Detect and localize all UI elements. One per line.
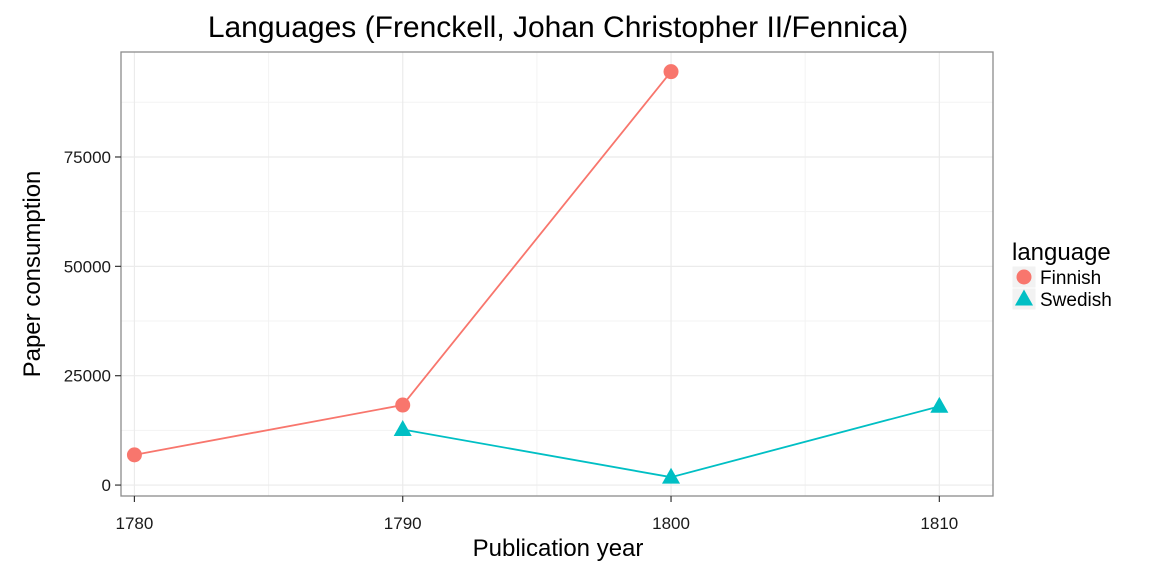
legend-symbol-finnish — [1016, 269, 1032, 285]
x-axis: 1780 1790 1800 1810 — [116, 496, 958, 533]
y-axis: 0 25000 50000 75000 — [64, 148, 121, 495]
grid-major — [121, 52, 993, 496]
data-point-swedish — [662, 467, 681, 484]
x-tick-label: 1790 — [384, 514, 422, 533]
legend-item-finnish: Finnish — [1011, 265, 1101, 289]
chart-title: Languages (Frenckell, Johan Christopher … — [208, 11, 908, 44]
legend-title: language — [1012, 239, 1111, 266]
x-tick-label: 1780 — [116, 514, 154, 533]
x-tick-label: 1800 — [652, 514, 690, 533]
y-tick-label: 75000 — [64, 148, 111, 167]
x-tick-label: 1810 — [920, 514, 958, 533]
data-point-finnish — [126, 447, 142, 463]
y-tick-label: 0 — [102, 476, 111, 495]
series-finnish — [126, 64, 679, 463]
data-point-finnish — [395, 397, 411, 413]
x-axis-title: Publication year — [473, 535, 644, 562]
data-point-finnish — [663, 64, 679, 80]
y-tick-label: 25000 — [64, 367, 111, 386]
legend-label-swedish: Swedish — [1040, 290, 1112, 311]
y-axis-title: Paper consumption — [19, 171, 46, 378]
plot-border — [120, 51, 994, 497]
y-tick-label: 50000 — [64, 257, 111, 276]
legend-label-finnish: Finnish — [1040, 268, 1101, 289]
series-swedish — [393, 396, 949, 484]
data-point-swedish — [393, 420, 412, 436]
series-layer — [126, 64, 949, 484]
legend-symbol-swedish — [1014, 289, 1034, 306]
legend-item-swedish: Swedish — [1011, 287, 1112, 311]
data-point-swedish — [930, 396, 949, 413]
